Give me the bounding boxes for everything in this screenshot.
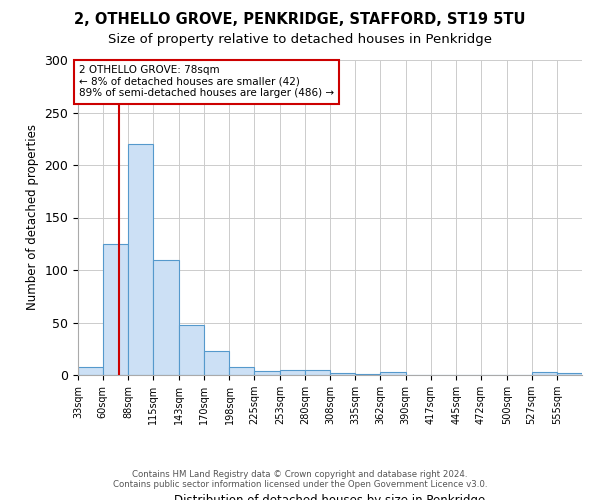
Bar (229, 366, 254, 375)
Bar (103, 244, 128, 375)
Bar (380, 372, 406, 375)
Bar (78, 366, 103, 375)
Bar (153, 260, 179, 375)
Y-axis label: Number of detached properties: Number of detached properties (26, 124, 39, 310)
Bar (557, 373, 582, 375)
Bar (355, 374, 380, 375)
Text: 2 OTHELLO GROVE: 78sqm
← 8% of detached houses are smaller (42)
89% of semi-deta: 2 OTHELLO GROVE: 78sqm ← 8% of detached … (79, 65, 334, 98)
Text: Contains HM Land Registry data © Crown copyright and database right 2024.
Contai: Contains HM Land Registry data © Crown c… (113, 470, 487, 489)
Bar (204, 351, 229, 375)
Text: Size of property relative to detached houses in Penkridge: Size of property relative to detached ho… (108, 32, 492, 46)
Bar (128, 144, 153, 375)
Bar (179, 324, 204, 375)
Text: 2, OTHELLO GROVE, PENKRIDGE, STAFFORD, ST19 5TU: 2, OTHELLO GROVE, PENKRIDGE, STAFFORD, S… (74, 12, 526, 28)
Bar (280, 370, 305, 375)
Bar (254, 371, 280, 375)
X-axis label: Distribution of detached houses by size in Penkridge: Distribution of detached houses by size … (175, 494, 485, 500)
Bar (331, 373, 355, 375)
Bar (305, 370, 331, 375)
Bar (532, 372, 557, 375)
